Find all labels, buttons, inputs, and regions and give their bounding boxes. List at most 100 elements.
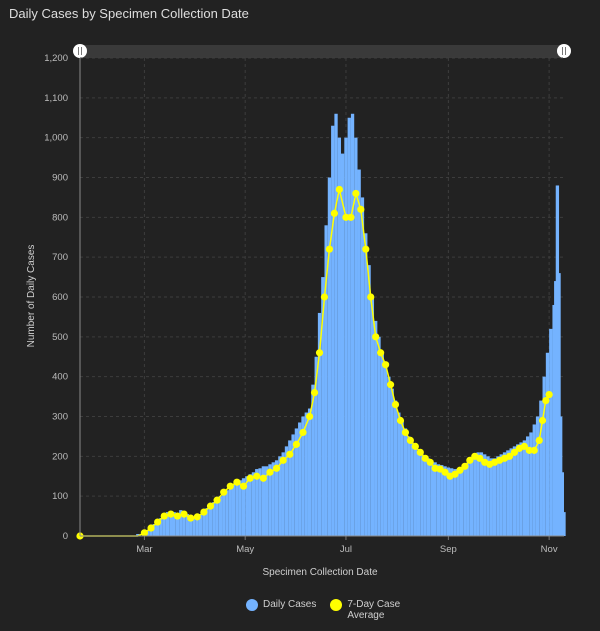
daily-cases-bar[interactable] (486, 456, 490, 536)
range-slider[interactable] (73, 44, 571, 58)
daily-cases-bar[interactable] (459, 468, 464, 536)
seven-day-average-point[interactable] (401, 428, 410, 437)
daily-cases-bar[interactable] (446, 467, 451, 536)
daily-cases-bar[interactable] (545, 352, 550, 536)
daily-cases-bar[interactable] (512, 446, 517, 536)
daily-cases-bar[interactable] (506, 450, 510, 536)
daily-cases-bar[interactable] (400, 420, 404, 536)
daily-cases-bar[interactable] (268, 464, 272, 536)
daily-cases-bar[interactable] (155, 520, 160, 536)
daily-cases-bar[interactable] (560, 472, 564, 536)
seven-day-average-point[interactable] (381, 361, 390, 369)
daily-cases-bar[interactable] (539, 400, 543, 536)
daily-cases-bar[interactable] (479, 452, 484, 536)
daily-cases-bar[interactable] (555, 185, 560, 536)
daily-cases-bar[interactable] (509, 448, 513, 536)
daily-cases-bar[interactable] (179, 510, 183, 536)
daily-cases-bar[interactable] (274, 460, 279, 536)
daily-cases-bar[interactable] (281, 452, 285, 536)
daily-cases-bar[interactable] (231, 484, 236, 536)
daily-cases-bar[interactable] (519, 442, 523, 536)
daily-cases-bar[interactable] (304, 412, 308, 536)
seven-day-average-point[interactable] (292, 440, 300, 448)
daily-cases-bar[interactable] (522, 440, 527, 536)
daily-cases-bar[interactable] (483, 454, 487, 536)
daily-cases-bar[interactable] (225, 490, 229, 536)
daily-cases-bar[interactable] (403, 428, 408, 536)
seven-day-average-point[interactable] (286, 450, 294, 458)
daily-cases-bar[interactable] (261, 466, 266, 536)
daily-cases-bar[interactable] (350, 113, 355, 537)
daily-cases-bar[interactable] (516, 444, 520, 536)
daily-cases-bar[interactable] (476, 452, 480, 536)
seven-day-average-point[interactable] (505, 452, 514, 460)
seven-day-average-point[interactable] (352, 189, 360, 198)
daily-cases-bar[interactable] (301, 416, 305, 537)
daily-cases-bar[interactable] (340, 153, 345, 536)
seven-day-average-point[interactable] (246, 474, 254, 482)
daily-cases-bar[interactable] (526, 436, 530, 536)
seven-day-average-point[interactable] (206, 502, 215, 510)
daily-cases-bar[interactable] (162, 514, 166, 536)
daily-cases-bar[interactable] (344, 137, 348, 536)
daily-cases-bar[interactable] (136, 534, 140, 536)
seven-day-average-point[interactable] (525, 446, 533, 454)
daily-cases-bar[interactable] (294, 428, 299, 536)
seven-day-average-point[interactable] (330, 209, 338, 217)
seven-day-average-point[interactable] (545, 390, 553, 399)
seven-day-average-point[interactable] (372, 333, 380, 341)
daily-cases-bar[interactable] (469, 458, 474, 536)
daily-cases-bar[interactable] (288, 440, 292, 536)
seven-day-average-point[interactable] (213, 496, 221, 504)
daily-cases-bar[interactable] (324, 225, 328, 537)
seven-day-average-point[interactable] (272, 464, 281, 472)
seven-day-average-point[interactable] (226, 482, 234, 490)
seven-day-average-point[interactable] (542, 396, 550, 405)
legend-item-daily-cases[interactable]: Daily Cases (246, 599, 316, 621)
seven-day-average-point[interactable] (342, 213, 350, 221)
seven-day-average-point[interactable] (335, 185, 343, 194)
daily-cases-bar[interactable] (175, 514, 180, 536)
seven-day-average-point[interactable] (239, 482, 248, 490)
daily-cases-bar[interactable] (562, 512, 566, 536)
seven-day-average-point[interactable] (362, 245, 370, 253)
daily-cases-bar[interactable] (496, 456, 500, 536)
daily-cases-bar[interactable] (222, 492, 226, 536)
seven-day-average-point[interactable] (320, 293, 329, 301)
daily-cases-bar[interactable] (298, 422, 302, 536)
seven-day-average-point[interactable] (357, 205, 365, 213)
seven-day-average-point[interactable] (396, 416, 405, 425)
daily-cases-bar[interactable] (317, 312, 322, 536)
range-slider-right-handle[interactable] (557, 44, 571, 58)
daily-cases-bar[interactable] (212, 502, 216, 536)
daily-cases-bar[interactable] (502, 452, 507, 536)
daily-cases-bar[interactable] (473, 454, 477, 536)
daily-cases-bar[interactable] (390, 388, 394, 536)
daily-cases-bar[interactable] (367, 265, 371, 536)
daily-cases-bar[interactable] (549, 328, 553, 536)
daily-cases-bar[interactable] (208, 504, 213, 536)
daily-cases-bar[interactable] (463, 466, 467, 536)
seven-day-average-point[interactable] (200, 508, 208, 516)
daily-cases-bar[interactable] (377, 336, 381, 536)
daily-cases-bar[interactable] (387, 376, 391, 536)
legend-item-seven-day-average[interactable]: 7-Day Case Average (330, 599, 407, 621)
daily-cases-bar[interactable] (265, 466, 269, 536)
seven-day-average-point[interactable] (347, 213, 355, 221)
daily-cases-bar[interactable] (307, 408, 312, 536)
daily-cases-bar[interactable] (430, 460, 434, 536)
seven-day-average-point[interactable] (406, 436, 414, 444)
daily-cases-bar[interactable] (192, 516, 196, 536)
seven-day-average-point[interactable] (220, 488, 228, 496)
seven-day-average-point[interactable] (391, 400, 400, 409)
daily-cases-bar[interactable] (169, 512, 173, 536)
daily-cases-bar[interactable] (331, 125, 335, 536)
daily-cases-bar[interactable] (416, 450, 421, 536)
seven-day-average-point[interactable] (306, 412, 314, 421)
seven-day-average-point[interactable] (160, 512, 168, 520)
seven-day-average-point[interactable] (367, 293, 375, 301)
seven-day-average-point[interactable] (167, 510, 175, 518)
daily-cases-bar[interactable] (360, 197, 365, 536)
daily-cases-bar[interactable] (433, 462, 437, 536)
seven-day-average-point[interactable] (421, 454, 429, 462)
